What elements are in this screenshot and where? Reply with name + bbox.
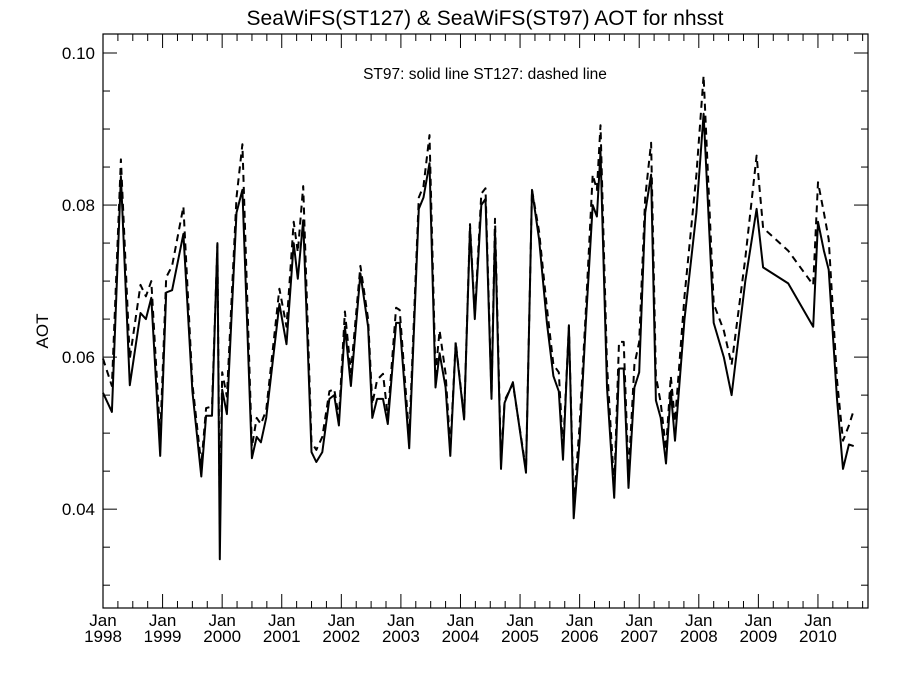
x-tick-year-label: 2006 <box>561 627 599 646</box>
y-tick-label: 0.08 <box>62 196 95 215</box>
x-tick-year-label: 1999 <box>144 627 182 646</box>
x-tick-year-label: 2001 <box>263 627 301 646</box>
y-axis-label: AOT <box>33 314 52 349</box>
series-line-st127-dashed <box>102 74 855 526</box>
y-tick-label: 0.04 <box>62 500 95 519</box>
x-tick-year-label: 2010 <box>799 627 837 646</box>
x-tick-month-label: Jan <box>566 611 593 630</box>
x-tick-year-label: 2004 <box>442 627 480 646</box>
x-tick-month-label: Jan <box>804 611 831 630</box>
x-tick-month-label: Jan <box>387 611 414 630</box>
series-layer <box>102 74 855 561</box>
x-tick-year-label: 2002 <box>322 627 360 646</box>
plot-frame <box>102 33 869 609</box>
axes-layer: 0.040.060.080.10Jan1998Jan1999Jan2000Jan… <box>62 34 868 646</box>
x-tick-month-label: Jan <box>685 611 712 630</box>
x-tick-month-label: Jan <box>626 611 653 630</box>
x-tick-month-label: Jan <box>506 611 533 630</box>
chart-title: SeaWiFS(ST127) & SeaWiFS(ST97) AOT for n… <box>247 7 724 30</box>
x-tick-month-label: Jan <box>149 611 176 630</box>
x-tick-month-label: Jan <box>447 611 474 630</box>
x-tick-year-label: 2000 <box>203 627 241 646</box>
x-tick-month-label: Jan <box>268 611 295 630</box>
x-tick-year-label: 2003 <box>382 627 420 646</box>
series-line-st97-solid <box>102 112 855 561</box>
x-tick-year-label: 2007 <box>620 627 658 646</box>
x-tick-month-label: Jan <box>745 611 772 630</box>
y-tick-label: 0.10 <box>62 44 95 63</box>
legend-annotation: ST97: solid line ST127: dashed line <box>363 66 607 83</box>
x-tick-year-label: 1998 <box>84 627 122 646</box>
x-tick-month-label: Jan <box>89 611 116 630</box>
x-tick-month-label: Jan <box>328 611 355 630</box>
y-tick-label: 0.06 <box>62 348 95 367</box>
x-tick-year-label: 2005 <box>501 627 539 646</box>
x-tick-year-label: 2008 <box>680 627 718 646</box>
x-tick-year-label: 2009 <box>739 627 777 646</box>
x-tick-month-label: Jan <box>208 611 235 630</box>
